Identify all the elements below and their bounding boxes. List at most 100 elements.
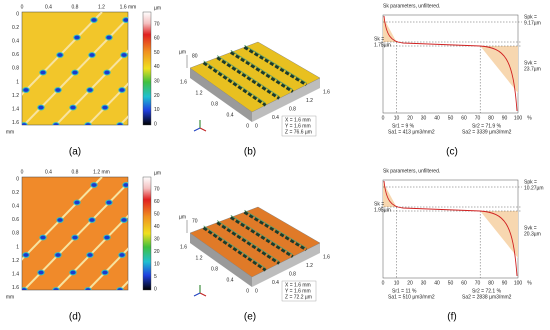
colorbar-tick-label: 10 — [154, 107, 160, 113]
panel-label: (b) — [244, 147, 256, 158]
x-tick-label: 100 — [514, 280, 523, 286]
x-tick-label: 70 — [475, 115, 481, 121]
crater — [122, 182, 128, 188]
colorbar — [142, 176, 152, 291]
track — [22, 177, 103, 261]
crater — [168, 70, 174, 75]
groove-edge — [216, 55, 280, 97]
crater — [101, 269, 109, 276]
sk-value: 1.75µm — [374, 42, 391, 48]
crater — [136, 235, 142, 240]
x-tick-label: 40 — [434, 280, 440, 286]
crater — [88, 217, 96, 223]
crater — [136, 70, 142, 75]
x-tick-label: 0.8 — [211, 266, 218, 272]
axis-unit: mm — [6, 129, 14, 135]
colorbar-tick-label: 70 — [154, 21, 160, 27]
colorbar-tick-label: 0 — [154, 121, 157, 127]
block-side-right — [252, 243, 320, 287]
colorbar-tick-label: 20 — [154, 249, 160, 255]
x-tick-label: % — [527, 115, 532, 121]
crater — [69, 269, 77, 276]
triad-y — [193, 292, 201, 297]
crater — [39, 234, 47, 241]
crater — [120, 52, 128, 58]
crater — [103, 69, 111, 76]
x-tick-label: 20 — [407, 280, 413, 286]
z-unit: µm — [179, 214, 186, 220]
info-box — [281, 115, 317, 137]
x-tick-label: 0 — [21, 4, 24, 10]
colorbar-tick-label: 60 — [154, 199, 160, 205]
sa1: Sa1 = 413 µm3/mm2 — [388, 129, 435, 135]
x-tick-label: 60 — [461, 280, 467, 286]
x-tick-label: 40 — [434, 115, 440, 121]
crater — [84, 122, 92, 125]
x-tick-label: 80 — [488, 280, 494, 286]
x-tick-label: 10 — [394, 280, 400, 286]
triad-y — [193, 127, 201, 132]
crater — [37, 269, 45, 276]
groove-edge — [230, 215, 294, 255]
x-tick-label: 0.8 — [211, 101, 218, 107]
y-tick-label: 1.6 — [12, 285, 19, 291]
y-tick-label: 0 — [16, 176, 19, 182]
crater — [103, 234, 111, 241]
info-text: Z = 76.6 µm — [285, 129, 312, 135]
y-tick-label: 0.4 — [272, 115, 279, 121]
crater — [69, 104, 77, 111]
y-tick-label: 1.6 — [12, 120, 19, 126]
crater — [187, 183, 193, 188]
crater — [116, 122, 124, 125]
groove-edge — [216, 220, 280, 262]
colorbar-tick-label: 70 — [154, 186, 160, 192]
info-text: Y = 1.6 mm — [285, 288, 311, 294]
y-tick-label: 0.2 — [12, 190, 19, 196]
crater — [101, 104, 109, 111]
sr1: Sr1 = 11 % — [392, 288, 417, 294]
crater — [118, 252, 126, 258]
x-tick-label: 0 — [21, 169, 24, 175]
crater — [22, 87, 30, 93]
groove — [216, 221, 281, 265]
peak-area — [383, 182, 397, 207]
bearing-curve — [383, 180, 518, 277]
crater — [22, 122, 28, 125]
crater — [202, 35, 208, 40]
y-tick-label: 0.8 — [12, 231, 19, 237]
crater — [202, 200, 208, 205]
y-tick-label: 0.8 — [12, 66, 19, 72]
crater — [134, 105, 140, 110]
x-tick-label: 0 — [382, 280, 385, 286]
x-tick-label: 80 — [488, 115, 494, 121]
x-tick-label: 100 — [514, 115, 523, 121]
y-tick-label: 0.4 — [272, 280, 279, 286]
triad-x — [199, 292, 207, 297]
y-tick-label: 0 — [255, 288, 258, 294]
panel-label: (c) — [446, 147, 458, 158]
x-tick-label: 30 — [421, 280, 427, 286]
map-features — [22, 12, 208, 125]
groove-edge — [244, 44, 307, 84]
sa2: Sa2 = 2838 µm3/mm2 — [462, 294, 512, 300]
colorbar-tick-label: 40 — [154, 64, 160, 70]
map-features — [22, 177, 208, 290]
crater — [22, 252, 30, 258]
y-tick-label: 1.6 — [323, 254, 330, 260]
groove-edge — [244, 209, 307, 249]
crater — [168, 235, 174, 240]
colorbar-tick-label: 60 — [154, 36, 160, 42]
crater — [22, 287, 28, 290]
z-tick-label: 80 — [192, 53, 198, 59]
spk-label: Spk = — [524, 14, 537, 20]
x-tick-label: 30 — [421, 115, 427, 121]
chart-title: Sk parameters, unfiltered. — [383, 168, 440, 174]
y-tick-label: 1.6 — [323, 89, 330, 95]
y-tick-label: 0.2 — [12, 25, 19, 31]
peak-area — [383, 17, 397, 42]
y-tick-label: 1.2 — [12, 93, 19, 99]
x-tick-label: 0 — [382, 115, 385, 121]
y-tick-label: 0.6 — [12, 52, 19, 58]
crater — [73, 34, 81, 41]
y-tick-label: 1.2 — [12, 258, 19, 264]
